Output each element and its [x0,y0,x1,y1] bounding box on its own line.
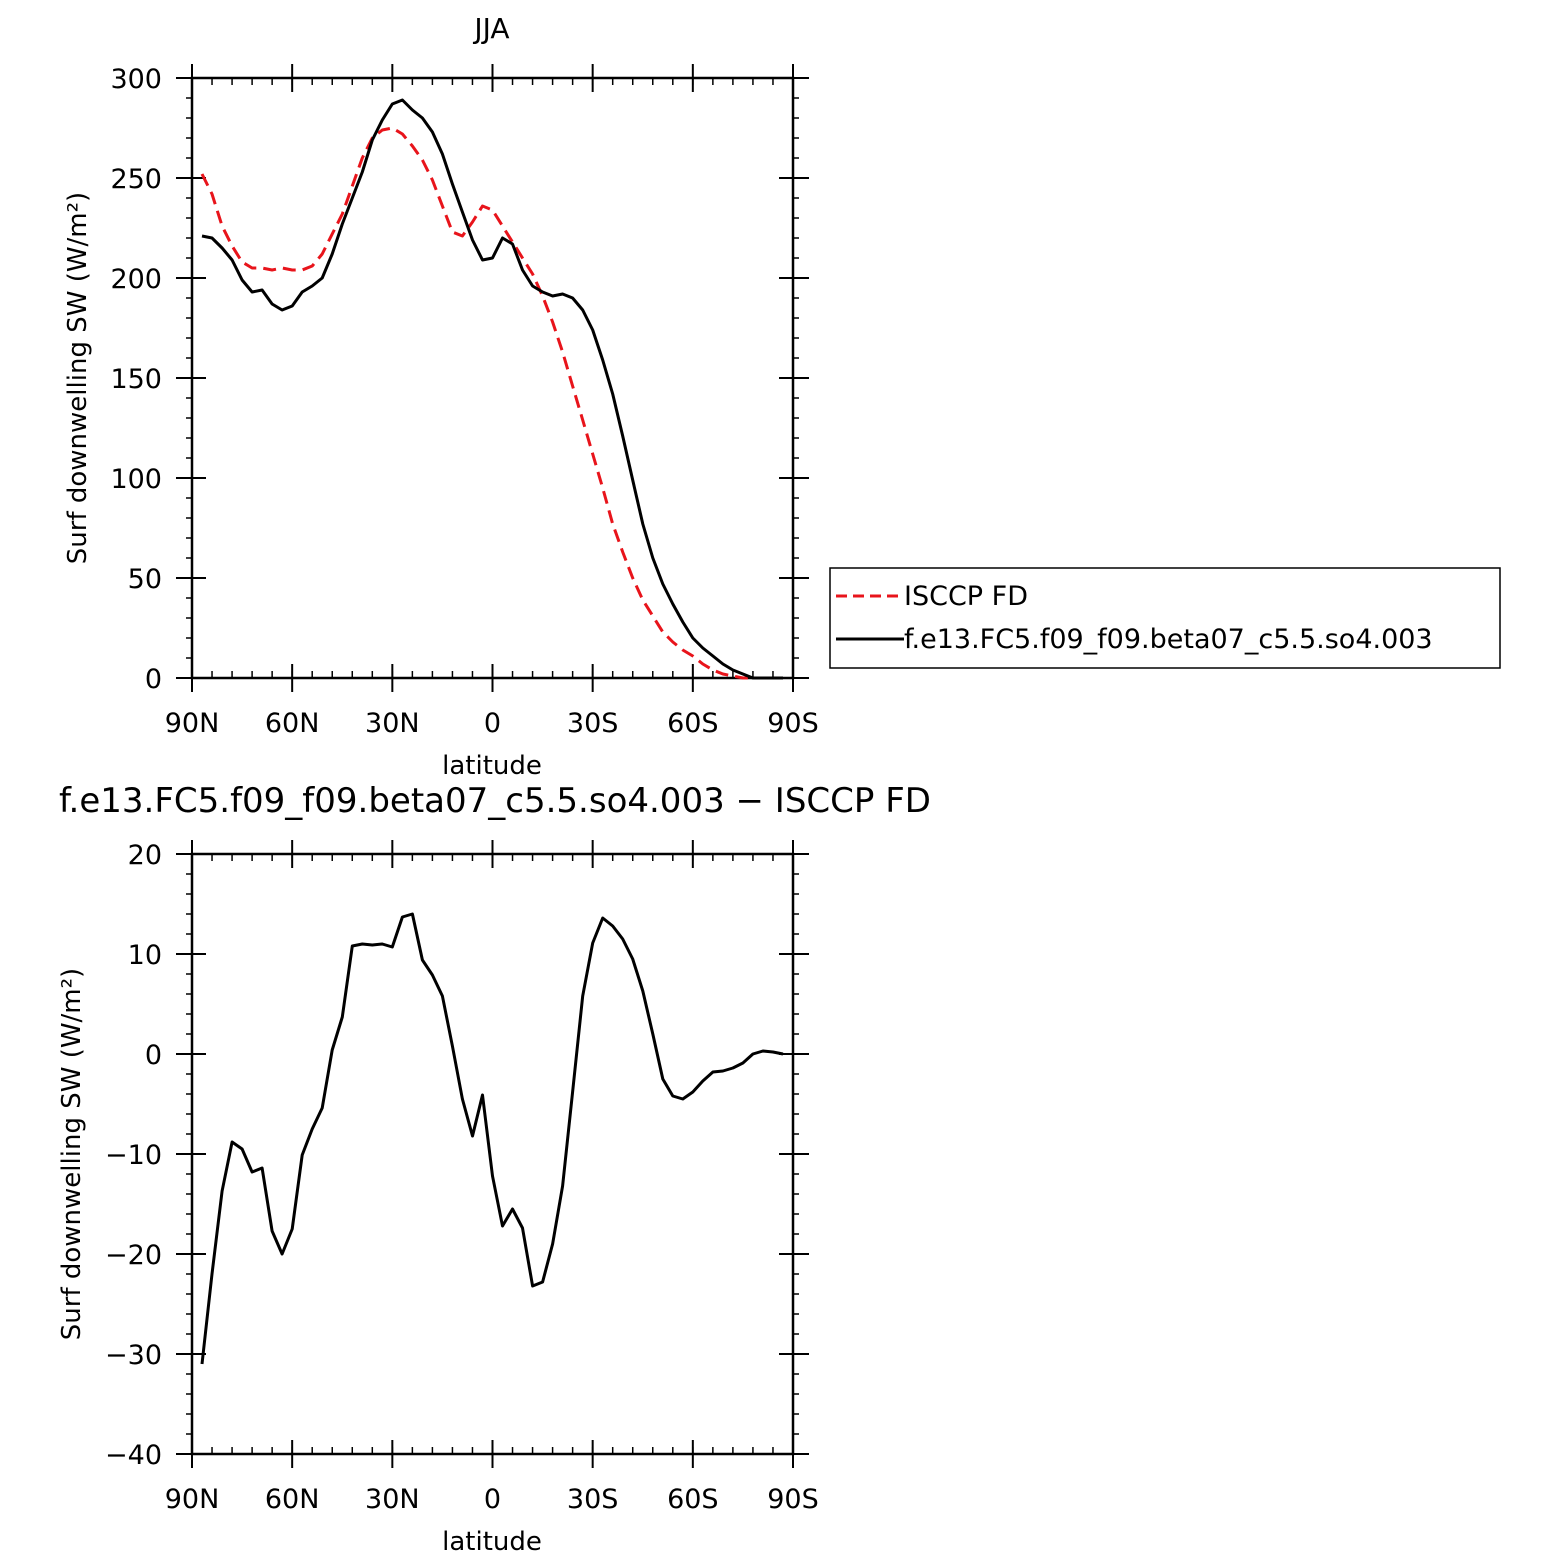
y-tick-label: 0 [145,1040,162,1071]
x-tick-label: 90N [165,1484,220,1515]
y-tick-label: −30 [105,1340,162,1371]
x-tick-label: 90S [767,708,819,739]
top-chart-x-axis-label: latitude [442,751,542,781]
bottom-chart-title: f.e13.FC5.f09_f09.beta07_c5.5.so4.003 − … [59,781,931,821]
x-tick-label: 60N [265,1484,320,1515]
y-tick-label: 100 [110,464,162,495]
x-tick-label: 90N [165,708,220,739]
x-tick-label: 30S [567,1484,619,1515]
y-tick-label: 20 [128,840,162,871]
x-tick-label: 0 [484,1484,501,1515]
y-tick-label: 10 [128,940,162,971]
y-tick-label: −20 [105,1240,162,1271]
y-tick-label: 50 [128,564,162,595]
x-tick-label: 30N [365,1484,420,1515]
x-tick-label: 30S [567,708,619,739]
y-tick-label: 300 [110,64,162,95]
y-tick-label: 150 [110,364,162,395]
top-panel: JJA Surf downwelling SW (W/m²) latitude … [63,12,819,781]
top-chart-plot-area: 90N 60N 30N 0 30S 60S 90S 0 50 100 150 200 250 300 [110,64,819,739]
legend-box [829,567,1501,669]
top-chart-title: JJA [472,12,509,45]
legend-label-model: f.e13.FC5.f09_f09.beta07_c5.5.so4.003 [904,624,1433,655]
x-tick-label: 60S [667,708,719,739]
bottom-chart-plot-area: 90N 60N 30N 0 30S 60S 90S −40 −30 −20 −10 0 10 20 [105,840,819,1515]
plot-frame [190,76,795,680]
x-tick-label: 60N [265,708,320,739]
y-tick-label: 200 [110,264,162,295]
x-tick-label: 30N [365,708,420,739]
legend-label-isccp-fd: ISCCP FD [904,581,1028,612]
top-chart-legend: ISCCP FD f.e13.FC5.f09_f09.beta07_c5.5.s… [829,567,1501,669]
y-tick-label: 250 [110,164,162,195]
y-tick-label: −40 [105,1440,162,1471]
y-tick-label: 0 [145,664,162,695]
bottom-chart-x-axis-label: latitude [442,1527,542,1557]
top-chart-y-axis-label: Surf downwelling SW (W/m²) [63,192,93,564]
x-tick-label: 0 [484,708,501,739]
model-line-difference [200,912,784,1365]
bottom-panel: f.e13.FC5.f09_f09.beta07_c5.5.so4.003 − … [57,781,931,1557]
plot-frame [190,852,795,1456]
y-tick-label: −10 [105,1140,162,1171]
model-line [201,98,783,680]
x-tick-label: 60S [667,1484,719,1515]
isccp-fd-line [200,126,783,680]
bottom-chart-y-axis-label: Surf downwelling SW (W/m²) [57,968,87,1340]
x-tick-label: 90S [767,1484,819,1515]
